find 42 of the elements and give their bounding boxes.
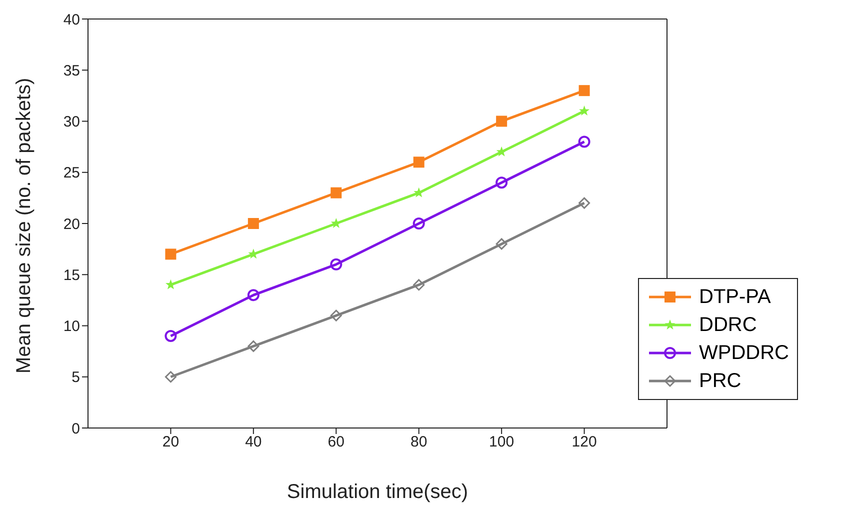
- x-tick-label: 20: [162, 434, 180, 451]
- point: [496, 146, 507, 156]
- point: [496, 116, 508, 127]
- point: [248, 340, 260, 352]
- point: [579, 106, 590, 116]
- point: [578, 85, 590, 96]
- x-tick-label: 40: [245, 434, 262, 451]
- y-tick-label: 10: [63, 318, 80, 336]
- point: [330, 187, 342, 198]
- x-tick-label: 120: [572, 434, 597, 451]
- point: [578, 197, 590, 209]
- legend-label: WPDDRC: [699, 342, 789, 364]
- x-tick-label: 100: [489, 434, 514, 451]
- point: [413, 156, 424, 168]
- point: [248, 218, 259, 229]
- point: [164, 371, 176, 383]
- point: [164, 330, 177, 342]
- point: [414, 187, 424, 198]
- y-axis-title: Mean queue size (no. of packets): [13, 78, 36, 374]
- y-tick-label: 35: [63, 62, 80, 80]
- point: [412, 218, 425, 230]
- y-tick-label: 20: [63, 216, 80, 233]
- point: [330, 310, 342, 322]
- point: [578, 136, 590, 148]
- point: [496, 176, 508, 189]
- y-tick-label: 5: [72, 369, 80, 386]
- point: [330, 258, 342, 270]
- y-tick-label: 30: [63, 114, 80, 131]
- point: [413, 279, 425, 291]
- x-tick-label: 60: [328, 434, 344, 451]
- legend-label: DTP-PA: [699, 286, 771, 308]
- legend-label: DDRC: [699, 314, 757, 336]
- x-tick-label: 80: [410, 434, 428, 451]
- point: [247, 289, 260, 302]
- y-tick-label: 25: [63, 164, 80, 182]
- y-tick-label: 15: [63, 266, 80, 284]
- point: [165, 248, 176, 260]
- point: [496, 238, 508, 250]
- x-axis-title: Simulation time(sec): [286, 481, 468, 503]
- legend-label: PRC: [699, 370, 742, 392]
- y-tick-label: 0: [72, 420, 80, 438]
- y-tick-label: 40: [63, 11, 80, 28]
